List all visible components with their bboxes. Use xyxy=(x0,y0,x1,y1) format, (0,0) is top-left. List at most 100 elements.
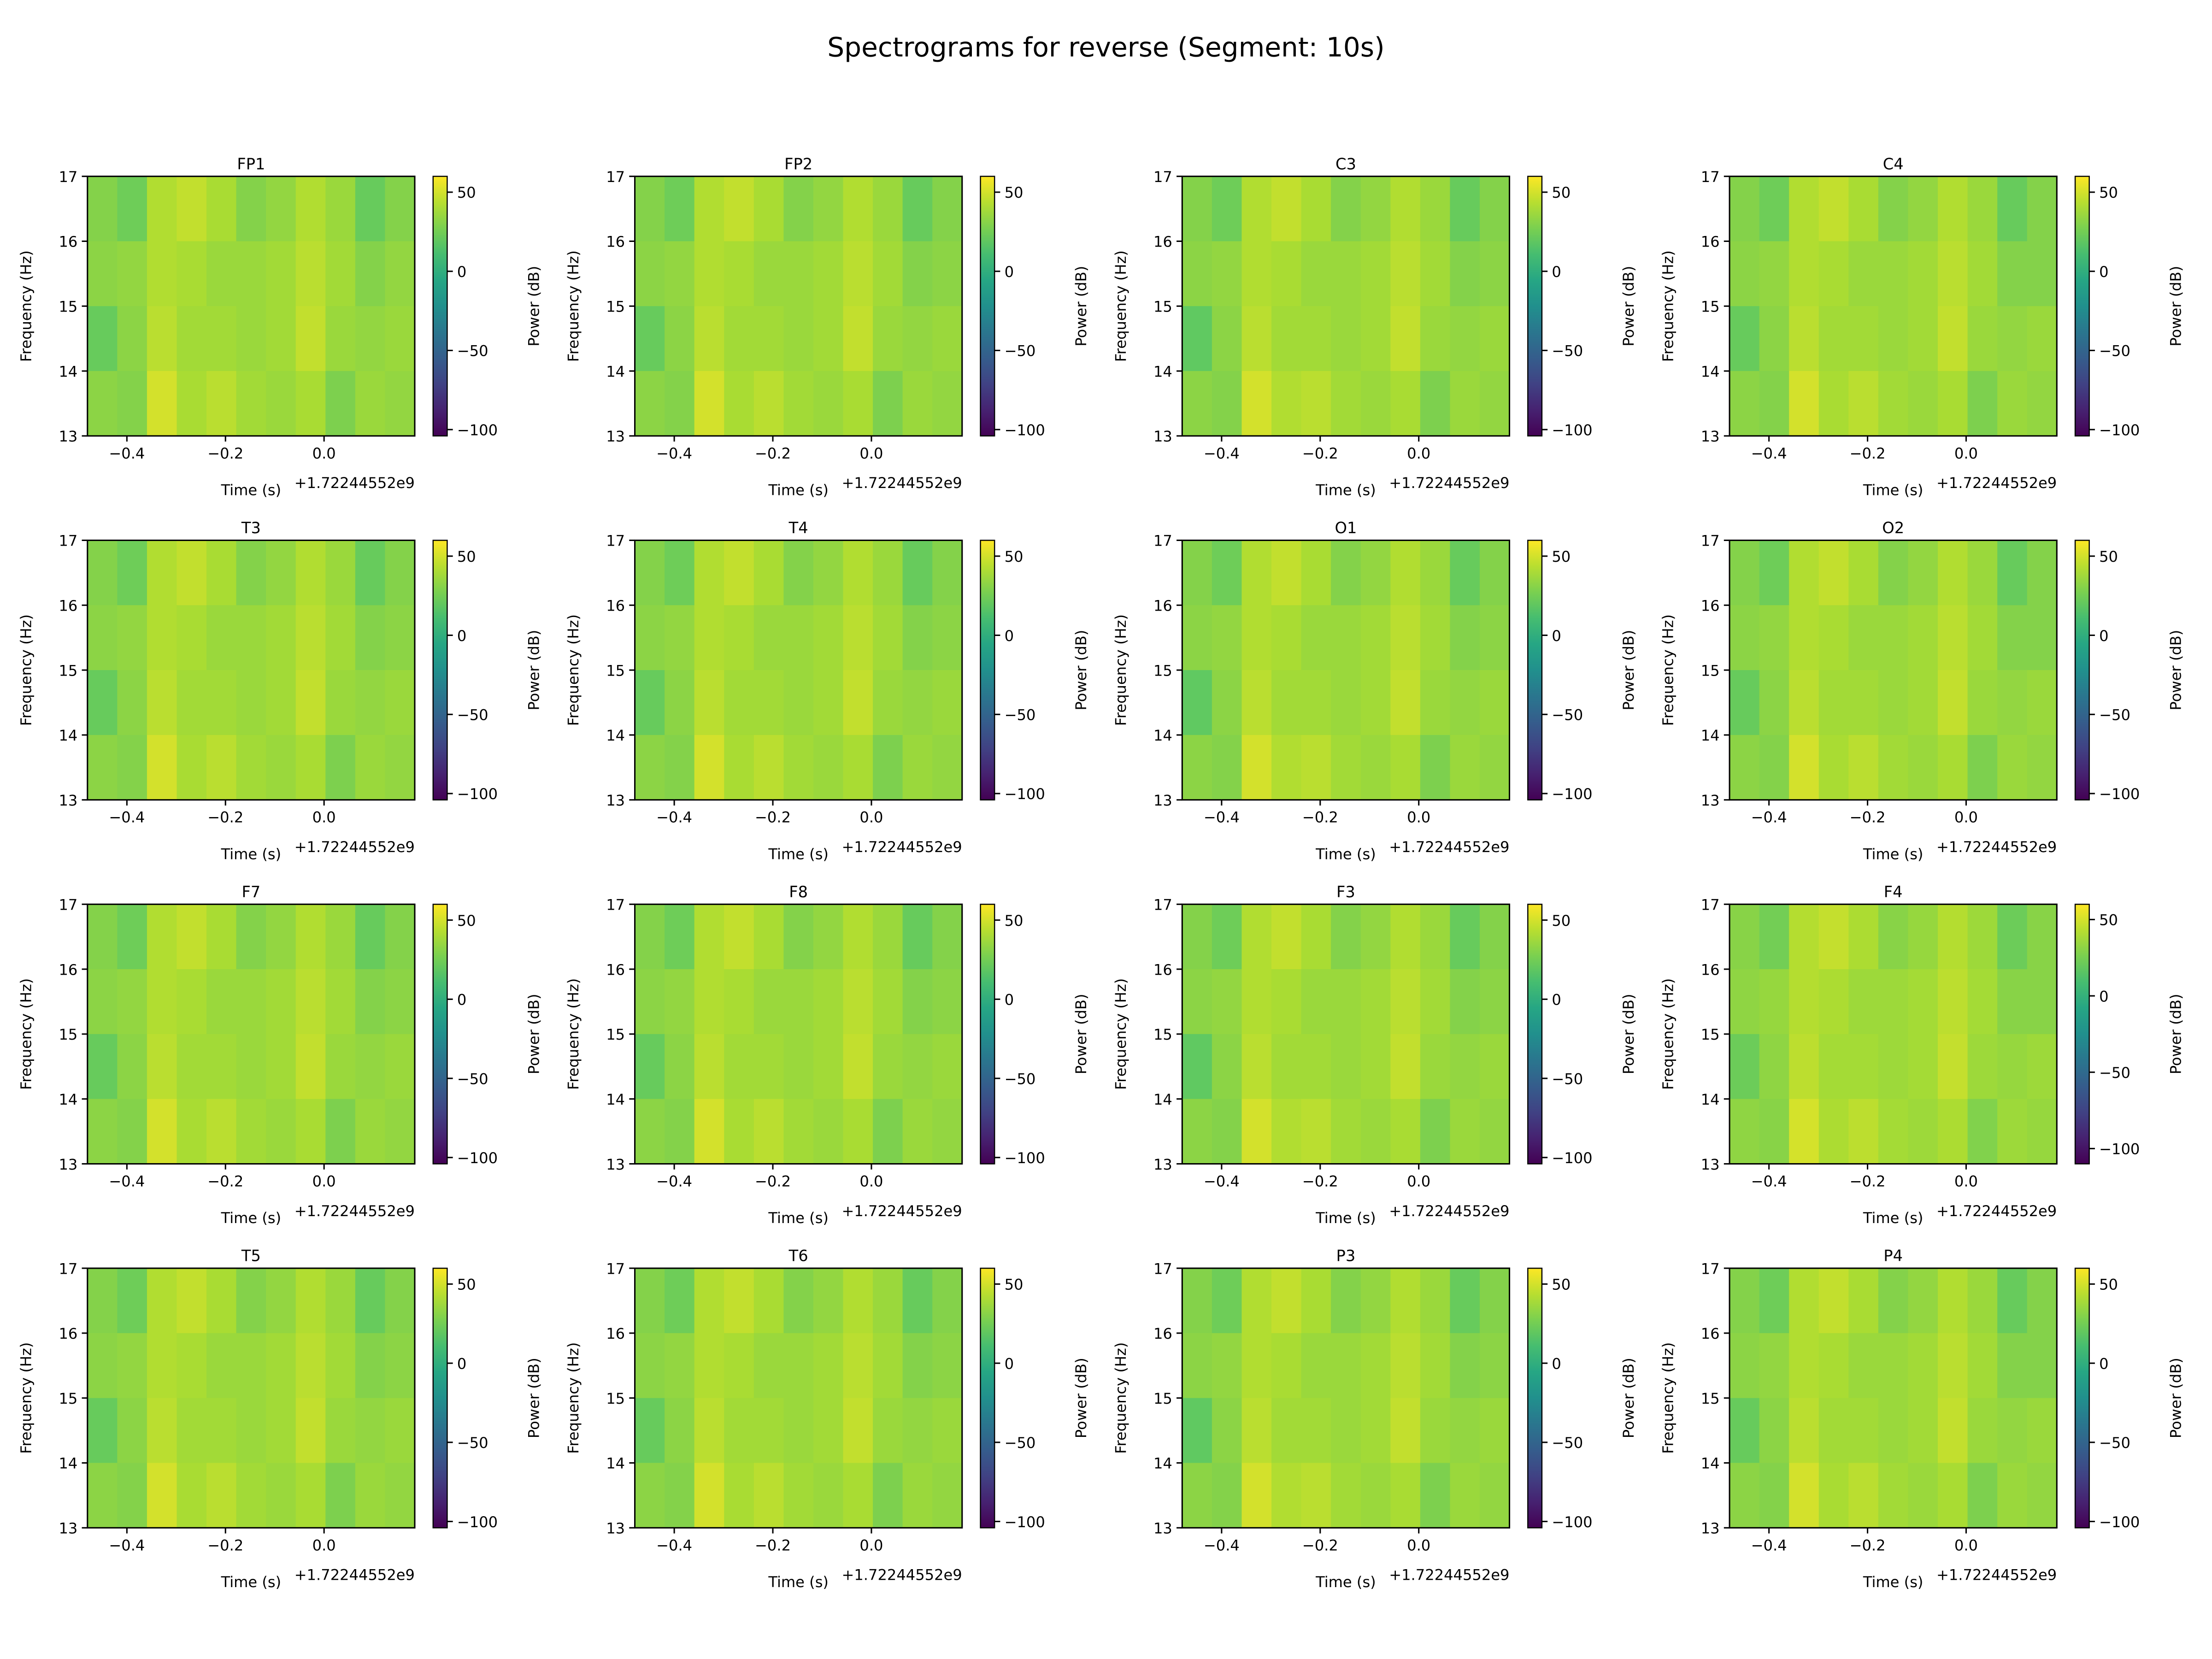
heatmap-cell xyxy=(176,306,207,372)
heatmap-cell xyxy=(1450,670,1480,735)
heatmap-cell xyxy=(843,306,873,372)
heatmap xyxy=(87,904,415,1164)
heatmap-cell xyxy=(1878,670,1909,735)
y-axis-label: Frequency (Hz) xyxy=(17,614,35,726)
heatmap-cell xyxy=(1938,969,1968,1035)
heatmap-cell xyxy=(813,176,844,242)
heatmap xyxy=(635,176,962,436)
heatmap-cell xyxy=(1818,1463,1849,1528)
y-tick-label: 13 xyxy=(59,792,77,809)
heatmap-cell xyxy=(1938,904,1968,970)
heatmap-cell xyxy=(266,1463,296,1528)
heatmap-cell xyxy=(236,735,267,800)
heatmap-cell xyxy=(1420,1463,1451,1528)
heatmap-cell xyxy=(1331,1268,1361,1334)
heatmap xyxy=(87,1268,415,1528)
x-axis-label: Time (s) xyxy=(768,1209,829,1227)
heatmap-cell xyxy=(813,241,844,307)
heatmap-cell xyxy=(1479,670,1510,735)
heatmap-cell xyxy=(843,735,873,800)
heatmap-cell xyxy=(1331,1398,1361,1464)
heatmap-cell xyxy=(753,1268,784,1334)
heatmap-cell xyxy=(1301,540,1332,606)
heatmap-cell xyxy=(147,371,177,436)
colorbar xyxy=(2074,1267,2090,1529)
heatmap-cell xyxy=(1360,1398,1391,1464)
heatmap-cell xyxy=(206,371,237,436)
heatmap-cell xyxy=(843,176,873,242)
y-tick-label: 16 xyxy=(59,1325,77,1342)
heatmap-cell xyxy=(1730,1034,1760,1100)
y-tick-label: 16 xyxy=(1701,961,1720,978)
heatmap-cell xyxy=(266,969,296,1035)
heatmap-cell xyxy=(325,904,356,970)
heatmap-cell xyxy=(355,1268,386,1334)
heatmap-cell xyxy=(1331,1099,1361,1164)
heatmap-cell xyxy=(206,969,237,1035)
heatmap-cell xyxy=(206,670,237,735)
heatmap-cell xyxy=(355,1463,386,1528)
colorbar-label: Power (dB) xyxy=(1072,1358,1090,1438)
heatmap-cell xyxy=(236,371,267,436)
y-axis-label: Frequency (Hz) xyxy=(17,978,35,1090)
heatmap-cell xyxy=(1390,605,1421,671)
colorbar-label: Power (dB) xyxy=(2167,994,2185,1074)
heatmap-cell xyxy=(1390,241,1421,307)
heatmap-cell xyxy=(325,306,356,372)
heatmap-cell xyxy=(873,306,903,372)
x-tick-label: −0.2 xyxy=(755,809,791,826)
y-tick-label: 14 xyxy=(1153,1091,1172,1108)
y-tick-label: 15 xyxy=(59,1390,77,1407)
heatmap-cell xyxy=(1360,371,1391,436)
heatmap-cell xyxy=(1967,1398,1998,1464)
x-axis-label: Time (s) xyxy=(1315,1209,1376,1227)
colorbar-tick-label: −50 xyxy=(2099,342,2130,360)
heatmap-cell xyxy=(1450,540,1480,606)
y-tick-label: 14 xyxy=(1701,1455,1720,1472)
heatmap-cell xyxy=(1301,670,1332,735)
y-tick-label: 13 xyxy=(606,428,625,445)
colorbar-label: Power (dB) xyxy=(1072,994,1090,1074)
heatmap-cell xyxy=(266,670,296,735)
heatmap-cell xyxy=(1759,1034,1790,1100)
x-tick-label: −0.2 xyxy=(1850,1172,1886,1190)
heatmap-cell xyxy=(724,1034,754,1100)
x-axis-label: Time (s) xyxy=(1315,481,1376,499)
colorbar-tick-label: −50 xyxy=(2099,1064,2130,1082)
heatmap-cell xyxy=(753,1463,784,1528)
colorbar xyxy=(1527,540,1543,800)
heatmap-cell xyxy=(635,241,665,307)
colorbar-tick-label: 50 xyxy=(1005,912,1024,930)
heatmap-cell xyxy=(873,1099,903,1164)
heatmap-cell xyxy=(295,605,326,671)
heatmap-cell xyxy=(1271,1333,1302,1399)
heatmap-cell xyxy=(1241,1099,1272,1164)
heatmap-cell xyxy=(1271,241,1302,307)
heatmap-cell xyxy=(1759,241,1790,307)
heatmap-cell xyxy=(266,371,296,436)
heatmap-cell xyxy=(87,1398,118,1464)
x-offset-label: +1.72244552e9 xyxy=(841,1202,962,1220)
y-tick-label: 13 xyxy=(1701,428,1720,445)
heatmap-cell xyxy=(87,605,118,671)
heatmap-cell xyxy=(1479,1268,1510,1334)
heatmap-cell xyxy=(1759,1398,1790,1464)
heatmap-cell xyxy=(385,1099,415,1164)
heatmap-cell xyxy=(206,904,237,970)
heatmap-cell xyxy=(1759,1333,1790,1399)
heatmap-cell xyxy=(87,1333,118,1399)
heatmap-cell xyxy=(1848,1398,1879,1464)
heatmap-cell xyxy=(753,904,784,970)
y-tick-label: 14 xyxy=(59,727,77,744)
y-tick-label: 17 xyxy=(59,1260,77,1277)
heatmap-cell xyxy=(1759,969,1790,1035)
heatmap-cell xyxy=(1878,1463,1909,1528)
heatmap-cell xyxy=(206,306,237,372)
heatmap-cell xyxy=(295,1268,326,1334)
spectrogram-panel: F3 −0.4 −0.2 0.0 Time (s) +1.72244552e9 13 14 15… xyxy=(1112,883,1637,1227)
heatmap-cell xyxy=(176,735,207,800)
colorbar-tick-label: −100 xyxy=(2099,1141,2140,1158)
heatmap-cell xyxy=(295,540,326,606)
heatmap-cell xyxy=(1450,1099,1480,1164)
heatmap-cell xyxy=(87,670,118,735)
